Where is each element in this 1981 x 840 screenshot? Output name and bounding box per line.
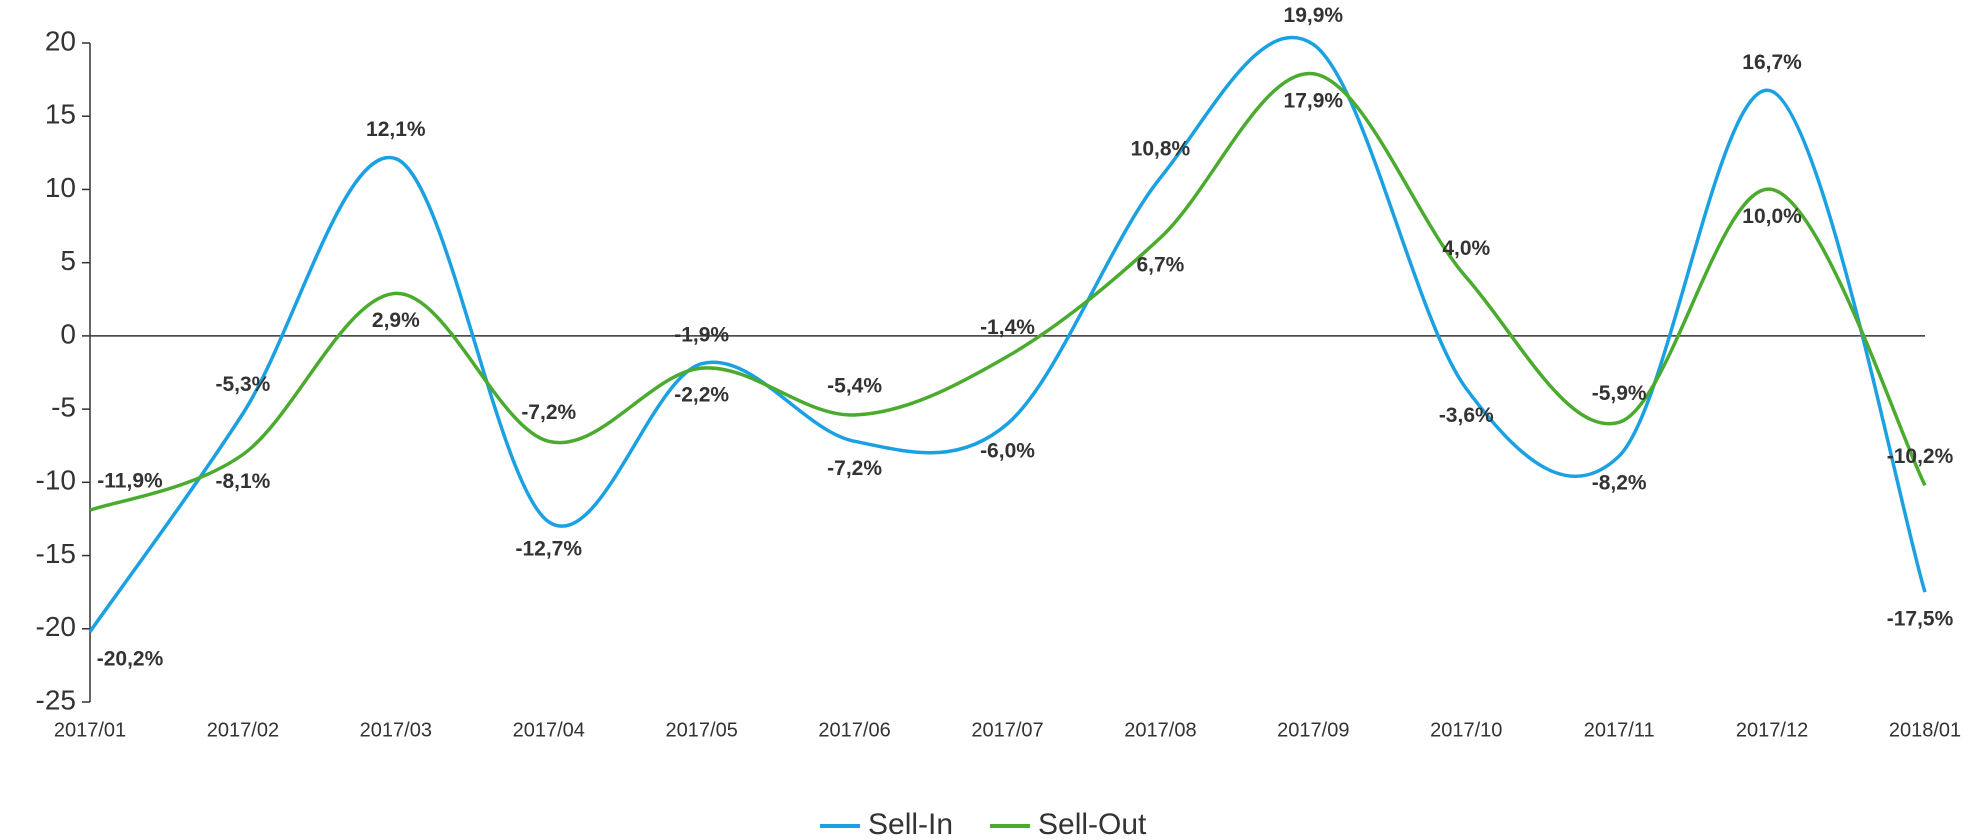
x-tick-label: 2017/04: [513, 719, 585, 741]
data-label: 10,0%: [1742, 205, 1802, 228]
data-label: 12,1%: [366, 118, 426, 141]
data-label: -7,2%: [827, 457, 882, 480]
legend-label: Sell-Out: [1038, 808, 1147, 840]
data-label: -2,2%: [674, 384, 729, 407]
series-line: [89, 71, 1927, 512]
data-label: -1,4%: [980, 316, 1035, 339]
legend-label: Sell-In: [868, 808, 953, 840]
x-tick-label: 2017/06: [818, 719, 890, 741]
y-tick-label: 5: [60, 245, 76, 276]
x-tick-label: 2017/10: [1430, 719, 1502, 741]
data-label: -8,1%: [215, 470, 270, 493]
data-label: -3,6%: [1439, 404, 1494, 427]
data-label: -11,9%: [97, 470, 163, 493]
data-label: 2,9%: [372, 309, 420, 332]
data-label: -20,2%: [97, 647, 164, 670]
x-tick-label: 2017/07: [971, 719, 1043, 741]
series-line: [88, 35, 1927, 633]
data-label: 19,9%: [1284, 4, 1344, 27]
data-label: 6,7%: [1136, 253, 1184, 276]
data-label: -7,2%: [521, 401, 576, 424]
data-label: 10,8%: [1131, 137, 1191, 160]
y-tick-label: -15: [36, 538, 76, 569]
y-tick-label: -25: [36, 684, 76, 715]
data-label: 16,7%: [1742, 51, 1802, 74]
data-label: 4,0%: [1442, 237, 1490, 260]
x-tick-label: 2017/02: [207, 719, 279, 741]
data-label: -5,3%: [215, 373, 270, 396]
y-tick-label: -20: [36, 611, 76, 642]
y-tick-label: -10: [36, 465, 76, 496]
data-label: -5,4%: [827, 375, 882, 398]
y-tick-label: 15: [45, 99, 76, 130]
data-label: -6,0%: [980, 439, 1035, 462]
x-tick-label: 2017/09: [1277, 719, 1349, 741]
x-tick-label: 2017/11: [1584, 719, 1655, 741]
data-label: -10,2%: [1887, 445, 1954, 468]
data-label: -1,9%: [674, 323, 729, 346]
x-tick-label: 2017/01: [54, 719, 126, 741]
x-tick-label: 2017/12: [1736, 719, 1808, 741]
x-tick-label: 2018/01: [1889, 719, 1961, 741]
x-tick-label: 2017/05: [666, 719, 738, 741]
data-label: -8,2%: [1592, 472, 1647, 495]
x-tick-label: 2017/03: [360, 719, 432, 741]
y-tick-label: 10: [45, 172, 76, 203]
data-label: 17,9%: [1284, 89, 1344, 112]
y-tick-label: -5: [51, 392, 76, 423]
y-tick-label: 20: [45, 25, 76, 56]
data-label: -17,5%: [1887, 608, 1954, 631]
y-tick-label: 0: [60, 318, 76, 349]
data-label: -12,7%: [515, 537, 582, 560]
x-tick-label: 2017/08: [1124, 719, 1196, 741]
data-label: -5,9%: [1592, 382, 1647, 405]
